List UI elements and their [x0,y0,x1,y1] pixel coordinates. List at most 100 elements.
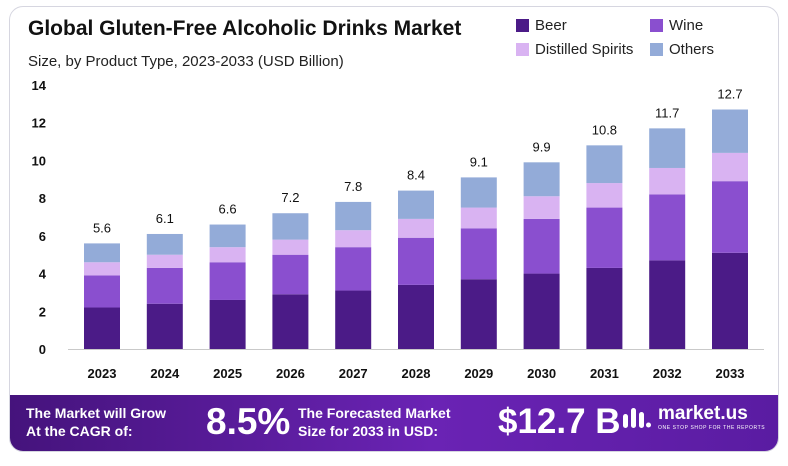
x-tick-label: 2029 [464,366,493,381]
bar-segment-others [460,177,497,208]
brand-logo[interactable]: market.us ONE STOP SHOP FOR THE REPORTS [622,403,765,432]
bar-total-label: 6.6 [219,202,237,217]
bar-segment-spirits [523,196,560,219]
bar-total-label: 12.7 [717,87,742,102]
bar-segment-wine [272,254,309,295]
y-tick-label: 6 [39,229,46,244]
bar-segment-wine [146,267,183,304]
stacked-bar-chart: 0 2 4 6 8 10 12 14 5.6 2023 6.1 2024 6.6 2025 7.2 2026 7… [32,78,764,381]
legend-label-spirits: Distilled Spirits [535,41,634,58]
bar-segment-spirits [146,254,183,268]
bar-segment-spirits [335,230,372,248]
chart-legend: Beer Wine Distilled Spirits Others [516,13,776,61]
bar-segment-spirits [272,239,309,255]
legend-swatch-others [650,43,663,56]
forecast-caption-line1: The Forecasted Market [298,405,451,421]
bar-total-label: 7.2 [281,190,299,205]
bar-segment-beer [586,267,623,349]
y-tick-label: 0 [39,342,46,357]
x-tick-label: 2026 [276,366,305,381]
y-tick-label: 2 [39,304,46,319]
bar-segment-wine [398,237,434,285]
bar-total-label: 10.8 [592,122,617,137]
cagr-value: 8.5% [206,401,291,442]
bar-segment-beer [398,284,434,349]
legend-item-wine: Wine [650,17,703,34]
bar-segment-others [272,213,309,240]
bar-segment-spirits [712,152,748,182]
legend-swatch-beer [516,19,529,32]
x-tick-label: 2027 [339,366,368,381]
market-us-logo-icon [623,407,651,428]
x-tick-label: 2033 [716,366,745,381]
bar-segment-beer [649,260,686,349]
brand-name: market.us [658,403,748,424]
forecast-caption: The Forecasted Market Size for 2033 in U… [298,404,451,440]
bar-segment-wine [523,218,560,274]
bar-segment-beer [84,307,120,349]
bar-total-label: 9.1 [470,154,488,169]
bar-segment-others [398,190,434,219]
bar-segment-wine [649,194,686,261]
bar-segment-others [523,162,560,197]
bar-segment-beer [460,279,497,349]
bar-segment-wine [335,247,372,291]
footer-banner: The Market will Grow At the CAGR of: 8.5… [10,395,778,451]
bar-segment-beer [712,252,748,349]
x-tick-label: 2030 [527,366,556,381]
cagr-caption-line1: The Market will Grow [26,405,167,421]
y-tick-label: 4 [39,267,47,282]
legend-label-others: Others [669,41,715,58]
forecast-value: $12.7 B [498,402,621,441]
cagr-caption: The Market will Grow At the CAGR of: [26,404,166,440]
x-tick-label: 2032 [653,366,682,381]
bar-segment-spirits [460,207,497,229]
x-tick-label: 2025 [213,366,242,381]
bar-segment-spirits [586,183,623,208]
bar-segment-others [146,233,183,255]
brand-tagline: ONE STOP SHOP FOR THE REPORTS [658,425,766,431]
bar-segment-others [209,224,246,248]
bar-segment-beer [272,294,309,349]
legend-swatch-spirits [516,43,529,56]
y-tick-label: 10 [32,153,46,168]
y-tick-label: 14 [32,78,47,93]
x-tick-label: 2028 [402,366,431,381]
legend-item-others: Others [650,41,714,58]
bar-segment-beer [335,290,372,349]
bar-segment-wine [712,181,748,253]
bar-segment-others [649,128,686,168]
bar-total-label: 9.9 [533,139,551,154]
chart-card: Global Gluten-Free Alcoholic Drinks Mark… [9,6,779,452]
chart-title: Global Gluten-Free Alcoholic Drinks Mark… [28,17,462,40]
bar-segment-wine [209,262,246,300]
bar-segment-spirits [649,167,686,195]
legend-item-beer: Beer [516,17,567,34]
bar-segment-beer [523,273,560,349]
brand-text: market.us ONE STOP SHOP FOR THE REPORTS [658,403,765,432]
bar-total-label: 6.1 [156,211,174,226]
bar-segment-beer [146,303,183,349]
x-tick-label: 2023 [88,366,117,381]
legend-label-beer: Beer [535,17,567,34]
bar-segment-spirits [84,262,120,276]
bar-total-label: 11.7 [655,105,679,120]
bar-segment-wine [460,228,497,280]
y-tick-label: 8 [39,191,46,206]
bar-segment-spirits [209,247,246,263]
bar-total-label: 8.4 [407,168,425,183]
bar-total-label: 5.6 [93,220,111,235]
bar-segment-others [84,243,120,263]
bar-segment-others [712,109,748,153]
bar-segment-wine [586,207,623,268]
chart-subtitle: Size, by Product Type, 2023-2033 (USD Bi… [28,53,344,70]
legend-label-wine: Wine [669,17,704,34]
x-tick-label: 2031 [590,366,619,381]
legend-item-spirits: Distilled Spirits [516,41,633,58]
bar-segment-others [335,201,372,231]
forecast-caption-line2: Size for 2033 in USD: [298,423,439,439]
x-tick-label: 2024 [150,366,180,381]
bar-segment-spirits [398,218,434,238]
bar-segment-beer [209,299,246,349]
bar-total-label: 7.8 [344,179,362,194]
